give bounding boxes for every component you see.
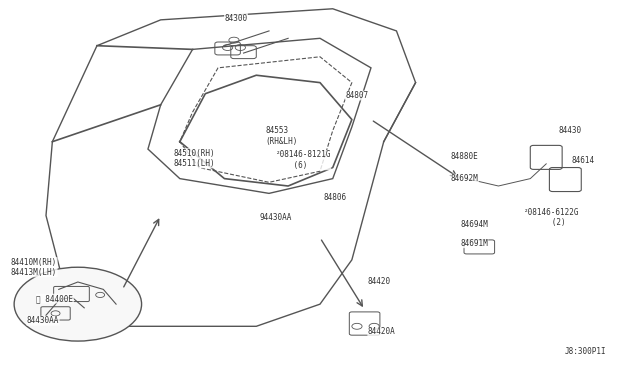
Text: 84430: 84430	[559, 126, 582, 135]
Text: 84614: 84614	[572, 155, 595, 165]
Text: 84430AA: 84430AA	[27, 316, 60, 325]
Text: 84410M(RH)
84413M(LH): 84410M(RH) 84413M(LH)	[11, 257, 57, 277]
Text: ²08146-8121G
    (6): ²08146-8121G (6)	[275, 150, 331, 170]
Text: 84420: 84420	[368, 278, 391, 286]
Text: J8:300P1I: J8:300P1I	[565, 347, 607, 356]
Text: 94430AA: 94430AA	[259, 213, 292, 222]
Text: 84691M: 84691M	[460, 239, 488, 248]
Text: ²08146-6122G
      (2): ²08146-6122G (2)	[524, 208, 579, 227]
Text: 84300: 84300	[225, 13, 248, 22]
Text: 84694M: 84694M	[460, 220, 488, 229]
Text: 84880E: 84880E	[451, 152, 478, 161]
Text: 84692M: 84692M	[451, 174, 478, 183]
Circle shape	[14, 267, 141, 341]
Text: 84420A: 84420A	[368, 327, 396, 336]
Text: 84807: 84807	[346, 91, 369, 100]
Text: 84553
(RH&LH): 84553 (RH&LH)	[266, 126, 298, 146]
Text: ① 84400E: ① 84400E	[36, 294, 74, 303]
Text: 84806: 84806	[323, 193, 346, 202]
Text: 84510(RH)
84511(LH): 84510(RH) 84511(LH)	[173, 148, 215, 168]
